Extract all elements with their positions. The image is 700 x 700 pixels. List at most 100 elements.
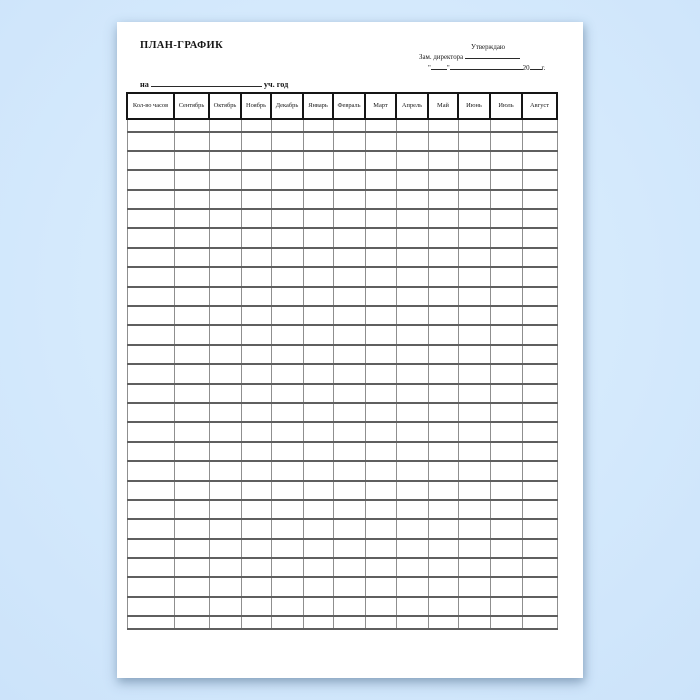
empty-cell	[332, 306, 366, 327]
empty-cell	[240, 325, 272, 346]
empty-cell	[208, 422, 242, 443]
empty-cell	[126, 170, 175, 191]
column-header-month: Июль	[489, 92, 523, 120]
empty-cell	[489, 596, 523, 618]
empty-cell	[395, 189, 429, 211]
empty-cell	[364, 364, 397, 385]
empty-cell	[126, 558, 175, 579]
table-row	[126, 538, 558, 560]
empty-cell	[395, 209, 429, 230]
empty-cell	[208, 286, 242, 308]
empty-cell	[457, 558, 491, 579]
empty-cell	[208, 170, 242, 191]
empty-cell	[395, 247, 429, 269]
empty-cell	[364, 383, 397, 404]
empty-cell	[332, 383, 366, 404]
column-header-month: Октябрь	[208, 92, 242, 120]
table-row	[126, 325, 558, 346]
empty-cell	[521, 577, 558, 598]
empty-cell	[240, 461, 272, 482]
empty-cell	[521, 461, 558, 482]
empty-cell	[427, 558, 459, 579]
empty-cell	[302, 402, 334, 424]
empty-cell	[395, 383, 429, 404]
empty-cell	[270, 247, 304, 269]
empty-cell	[332, 441, 366, 463]
empty-cell	[521, 325, 558, 346]
empty-cell	[427, 150, 459, 172]
empty-cell	[489, 344, 523, 366]
empty-cell	[457, 325, 491, 346]
empty-cell	[208, 119, 242, 133]
empty-cell	[364, 286, 397, 308]
empty-cell	[240, 170, 272, 191]
empty-cell	[332, 402, 366, 424]
empty-cell	[364, 209, 397, 230]
empty-cell	[427, 119, 459, 133]
empty-cell	[270, 131, 304, 152]
empty-cell	[208, 383, 242, 404]
empty-cell	[126, 577, 175, 598]
table-row	[126, 247, 558, 269]
empty-cell	[489, 286, 523, 308]
table-row	[126, 119, 558, 133]
empty-cell	[364, 306, 397, 327]
empty-cell	[173, 461, 210, 482]
empty-cell	[302, 119, 334, 133]
empty-cell	[270, 402, 304, 424]
schedule-table: Кол-во часов Сентябрь Октябрь Ноябрь Декабрь…	[126, 92, 558, 630]
empty-cell	[208, 577, 242, 598]
empty-cell	[395, 402, 429, 424]
empty-cell	[489, 364, 523, 385]
empty-cell	[240, 441, 272, 463]
empty-cell	[240, 422, 272, 443]
empty-cell	[270, 461, 304, 482]
empty-cell	[427, 306, 459, 327]
empty-cell	[240, 616, 272, 630]
empty-cell	[332, 364, 366, 385]
empty-cell	[208, 228, 242, 249]
empty-cell	[427, 577, 459, 598]
empty-cell	[427, 131, 459, 152]
table-row	[126, 461, 558, 482]
empty-cell	[521, 441, 558, 463]
empty-cell	[364, 131, 397, 152]
empty-cell	[302, 480, 334, 501]
empty-cell	[173, 596, 210, 618]
empty-cell	[173, 247, 210, 269]
empty-cell	[240, 383, 272, 404]
empty-cell	[332, 461, 366, 482]
empty-cell	[302, 499, 334, 521]
empty-cell	[270, 499, 304, 521]
empty-cell	[427, 596, 459, 618]
column-header-month: Июнь	[457, 92, 491, 120]
empty-cell	[208, 364, 242, 385]
empty-cell	[173, 344, 210, 366]
empty-cell	[240, 286, 272, 308]
empty-cell	[126, 402, 175, 424]
empty-cell	[364, 616, 397, 630]
empty-cell	[521, 480, 558, 501]
empty-cell	[521, 209, 558, 230]
empty-cell	[395, 228, 429, 249]
empty-cell	[270, 480, 304, 501]
empty-cell	[302, 189, 334, 211]
empty-cell	[457, 596, 491, 618]
empty-cell	[240, 596, 272, 618]
empty-cell	[489, 267, 523, 288]
empty-cell	[489, 461, 523, 482]
empty-cell	[427, 616, 459, 630]
empty-cell	[427, 422, 459, 443]
empty-cell	[395, 519, 429, 540]
empty-cell	[489, 616, 523, 630]
empty-cell	[270, 306, 304, 327]
empty-cell	[270, 344, 304, 366]
table-row	[126, 170, 558, 191]
empty-cell	[173, 170, 210, 191]
empty-cell	[427, 461, 459, 482]
empty-cell	[395, 538, 429, 560]
empty-cell	[332, 286, 366, 308]
empty-cell	[302, 558, 334, 579]
empty-cell	[489, 119, 523, 133]
table-row	[126, 616, 558, 630]
